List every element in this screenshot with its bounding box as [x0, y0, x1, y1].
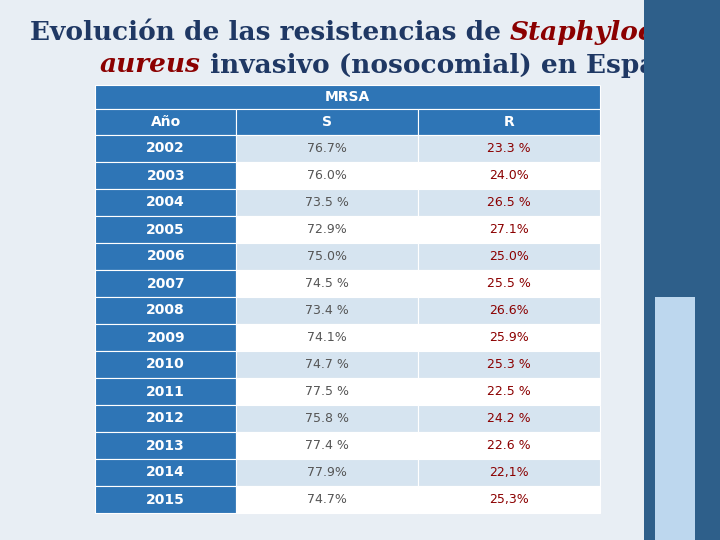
Text: 25.3 %: 25.3 %	[487, 358, 531, 371]
Text: 74.7 %: 74.7 %	[305, 358, 349, 371]
Text: Staphylococcus: Staphylococcus	[510, 20, 720, 45]
Text: 73.5 %: 73.5 %	[305, 196, 349, 209]
Bar	[95, 405, 236, 432]
Text: 2005: 2005	[146, 222, 185, 237]
Bar	[418, 109, 600, 135]
Text: 76.0%: 76.0%	[307, 169, 347, 182]
Bar	[236, 109, 418, 135]
Text: 2015: 2015	[146, 492, 185, 507]
Bar	[418, 270, 600, 297]
Bar	[418, 459, 600, 486]
Bar	[418, 486, 600, 513]
Bar	[236, 270, 418, 297]
Text: 22.6 %: 22.6 %	[487, 439, 531, 452]
Bar	[236, 243, 418, 270]
Text: 77.5 %: 77.5 %	[305, 385, 349, 398]
Bar	[95, 243, 236, 270]
Text: Año: Año	[150, 115, 181, 129]
Bar	[236, 189, 418, 216]
Bar	[95, 85, 600, 109]
Bar	[236, 351, 418, 378]
Text: S: S	[323, 115, 333, 129]
Text: 77.4 %: 77.4 %	[305, 439, 349, 452]
Text: 22,1%: 22,1%	[490, 466, 529, 479]
Bar	[236, 486, 418, 513]
Text: 72.9%: 72.9%	[307, 223, 347, 236]
Text: 73.4 %: 73.4 %	[305, 304, 349, 317]
Bar	[95, 135, 236, 162]
Text: aureus: aureus	[100, 52, 201, 77]
Bar	[236, 432, 418, 459]
Bar	[236, 297, 418, 324]
Text: 26.6%: 26.6%	[490, 304, 529, 317]
Text: 74.5 %: 74.5 %	[305, 277, 349, 290]
Text: 74.1%: 74.1%	[307, 331, 347, 344]
Text: 74.7%: 74.7%	[307, 493, 347, 506]
Bar	[236, 378, 418, 405]
Bar	[95, 189, 236, 216]
Text: R: R	[504, 115, 515, 129]
Bar	[95, 486, 236, 513]
Bar	[418, 243, 600, 270]
Bar	[236, 459, 418, 486]
Bar	[418, 351, 600, 378]
Bar	[95, 270, 236, 297]
Text: 25.0%: 25.0%	[489, 250, 529, 263]
Text: 77.9%: 77.9%	[307, 466, 347, 479]
Bar	[95, 297, 236, 324]
Text: 25.5 %: 25.5 %	[487, 277, 531, 290]
Bar	[418, 405, 600, 432]
Bar	[236, 324, 418, 351]
Bar	[95, 351, 236, 378]
Bar	[95, 459, 236, 486]
Text: 2004: 2004	[146, 195, 185, 210]
Text: 2009: 2009	[146, 330, 185, 345]
Text: 76.7%: 76.7%	[307, 142, 347, 155]
Text: 2003: 2003	[146, 168, 185, 183]
Text: 2006: 2006	[146, 249, 185, 264]
Text: 26.5 %: 26.5 %	[487, 196, 531, 209]
Text: 23.3 %: 23.3 %	[487, 142, 531, 155]
Text: invasivo (nosocomial) en España: invasivo (nosocomial) en España	[201, 52, 693, 78]
Bar	[95, 324, 236, 351]
Bar	[418, 432, 600, 459]
Text: 75.0%: 75.0%	[307, 250, 347, 263]
Bar	[418, 297, 600, 324]
Text: 2014: 2014	[146, 465, 185, 480]
Bar	[418, 189, 600, 216]
Bar	[418, 378, 600, 405]
Bar	[95, 378, 236, 405]
Bar	[236, 216, 418, 243]
Text: 2010: 2010	[146, 357, 185, 372]
Text: 25.9%: 25.9%	[489, 331, 529, 344]
Text: 2011: 2011	[146, 384, 185, 399]
Text: MRSA: MRSA	[325, 90, 370, 104]
Bar	[236, 135, 418, 162]
Bar	[418, 135, 600, 162]
Bar	[418, 162, 600, 189]
Text: Evolución de las resistencias de: Evolución de las resistencias de	[30, 20, 510, 45]
Text: 24.2 %: 24.2 %	[487, 412, 531, 425]
Bar	[236, 405, 418, 432]
Bar	[95, 216, 236, 243]
Text: 2008: 2008	[146, 303, 185, 318]
Bar	[95, 109, 236, 135]
Text: 2012: 2012	[146, 411, 185, 426]
Bar	[95, 432, 236, 459]
Bar	[418, 216, 600, 243]
Text: 25,3%: 25,3%	[489, 493, 529, 506]
Bar	[418, 324, 600, 351]
Text: 75.8 %: 75.8 %	[305, 412, 349, 425]
Text: 2007: 2007	[146, 276, 185, 291]
Text: 2013: 2013	[146, 438, 185, 453]
Text: 27.1%: 27.1%	[489, 223, 529, 236]
Text: 22.5 %: 22.5 %	[487, 385, 531, 398]
Bar	[95, 162, 236, 189]
Text: 2002: 2002	[146, 141, 185, 156]
Text: 24.0%: 24.0%	[489, 169, 529, 182]
Bar	[236, 162, 418, 189]
